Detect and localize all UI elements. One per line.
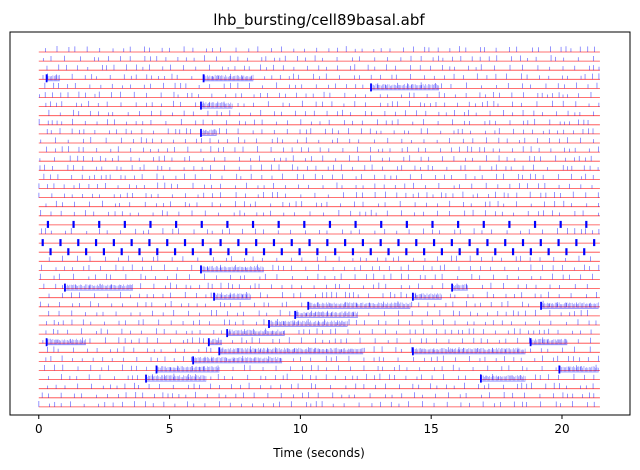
sweep — [38, 91, 600, 98]
sweep — [38, 191, 600, 199]
sweep — [38, 309, 600, 319]
sweep — [38, 355, 600, 365]
sweep — [38, 73, 600, 83]
sweep — [38, 291, 600, 301]
sweep — [38, 118, 600, 126]
x-axis-label: Time (seconds) — [272, 446, 365, 460]
sweep — [38, 200, 600, 208]
sweep — [38, 173, 600, 180]
x-tick-label: 20 — [554, 422, 569, 436]
sweep — [38, 109, 600, 117]
sweep — [38, 391, 600, 399]
sweep — [38, 137, 600, 144]
sweep — [38, 319, 600, 328]
sweep — [38, 273, 600, 280]
sweep — [38, 264, 600, 274]
sweep — [38, 239, 600, 247]
sweep — [38, 82, 600, 92]
sweep — [38, 220, 600, 228]
sweep — [38, 346, 600, 356]
sweep — [38, 64, 600, 71]
x-tick-label: 10 — [293, 422, 308, 436]
sweep — [38, 155, 600, 162]
sweep — [38, 209, 600, 217]
sweep — [38, 248, 600, 256]
sweep — [38, 364, 600, 374]
x-tick-label: 5 — [166, 422, 174, 436]
sweep — [38, 401, 600, 408]
sweep — [38, 300, 600, 310]
x-tick-label: 15 — [424, 422, 439, 436]
plot-frame — [9, 31, 631, 416]
sweep — [38, 128, 600, 137]
sweep — [38, 164, 600, 171]
sweep — [38, 55, 600, 62]
sweep — [38, 146, 600, 153]
sweep — [38, 228, 600, 235]
sweep — [38, 100, 600, 110]
sweep — [38, 182, 600, 189]
plot-area — [38, 46, 600, 408]
sweep — [38, 328, 600, 338]
sweep — [38, 255, 600, 262]
sweep — [38, 382, 600, 390]
sweep — [38, 373, 600, 383]
x-axis: 0 5 10 15 20 — [35, 415, 570, 436]
sweep — [38, 282, 600, 292]
x-tick-label: 0 — [35, 422, 43, 436]
sweep — [38, 46, 600, 53]
sweep — [38, 337, 600, 347]
chart-title: lhb_bursting/cell89basal.abf — [213, 11, 425, 30]
